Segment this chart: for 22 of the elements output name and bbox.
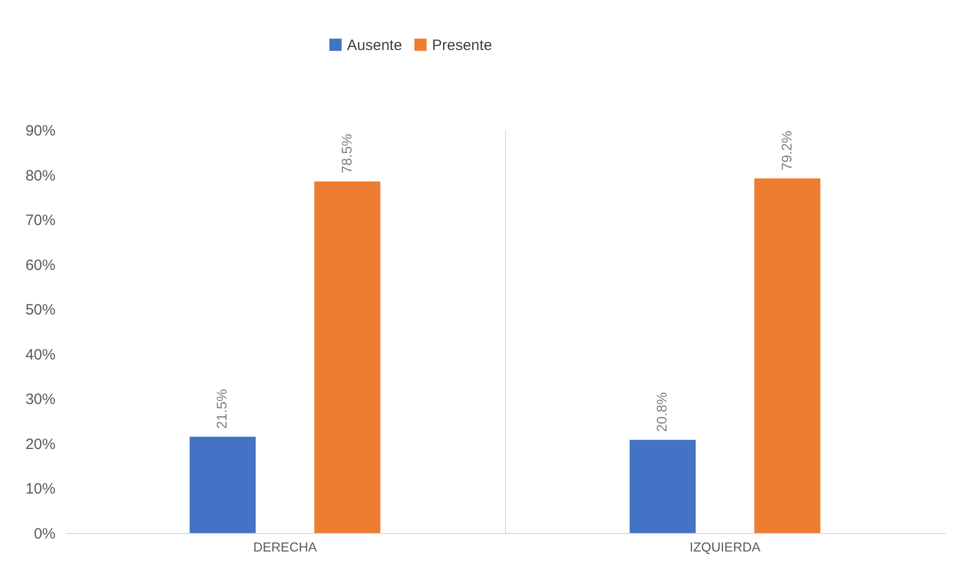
legend-label: Presente (432, 36, 492, 54)
y-tick-label: 70% (25, 212, 56, 230)
y-tick-label: 60% (25, 256, 56, 274)
x-tick-label: IZQUIERDA (690, 540, 761, 554)
y-tick-label: 90% (25, 122, 56, 140)
bar (314, 181, 380, 533)
bar (754, 178, 820, 533)
bar (630, 440, 696, 533)
legend-label: Ausente (347, 36, 402, 54)
bar (190, 436, 256, 533)
data-label: 21.5% (214, 389, 230, 429)
data-label: 79.2% (778, 130, 794, 170)
y-tick-label: 0% (34, 526, 56, 542)
y-tick-label: 20% (25, 436, 56, 453)
y-tick-label: 80% (25, 167, 56, 184)
y-tick-label: 50% (25, 302, 56, 319)
data-label: 20.8% (654, 392, 670, 432)
y-tick-label: 10% (25, 480, 56, 498)
data-label: 78.5% (338, 134, 354, 174)
y-tick-label: 40% (25, 346, 56, 364)
x-tick-label: DERECHA (253, 540, 318, 554)
y-tick-label: 30% (25, 391, 56, 408)
